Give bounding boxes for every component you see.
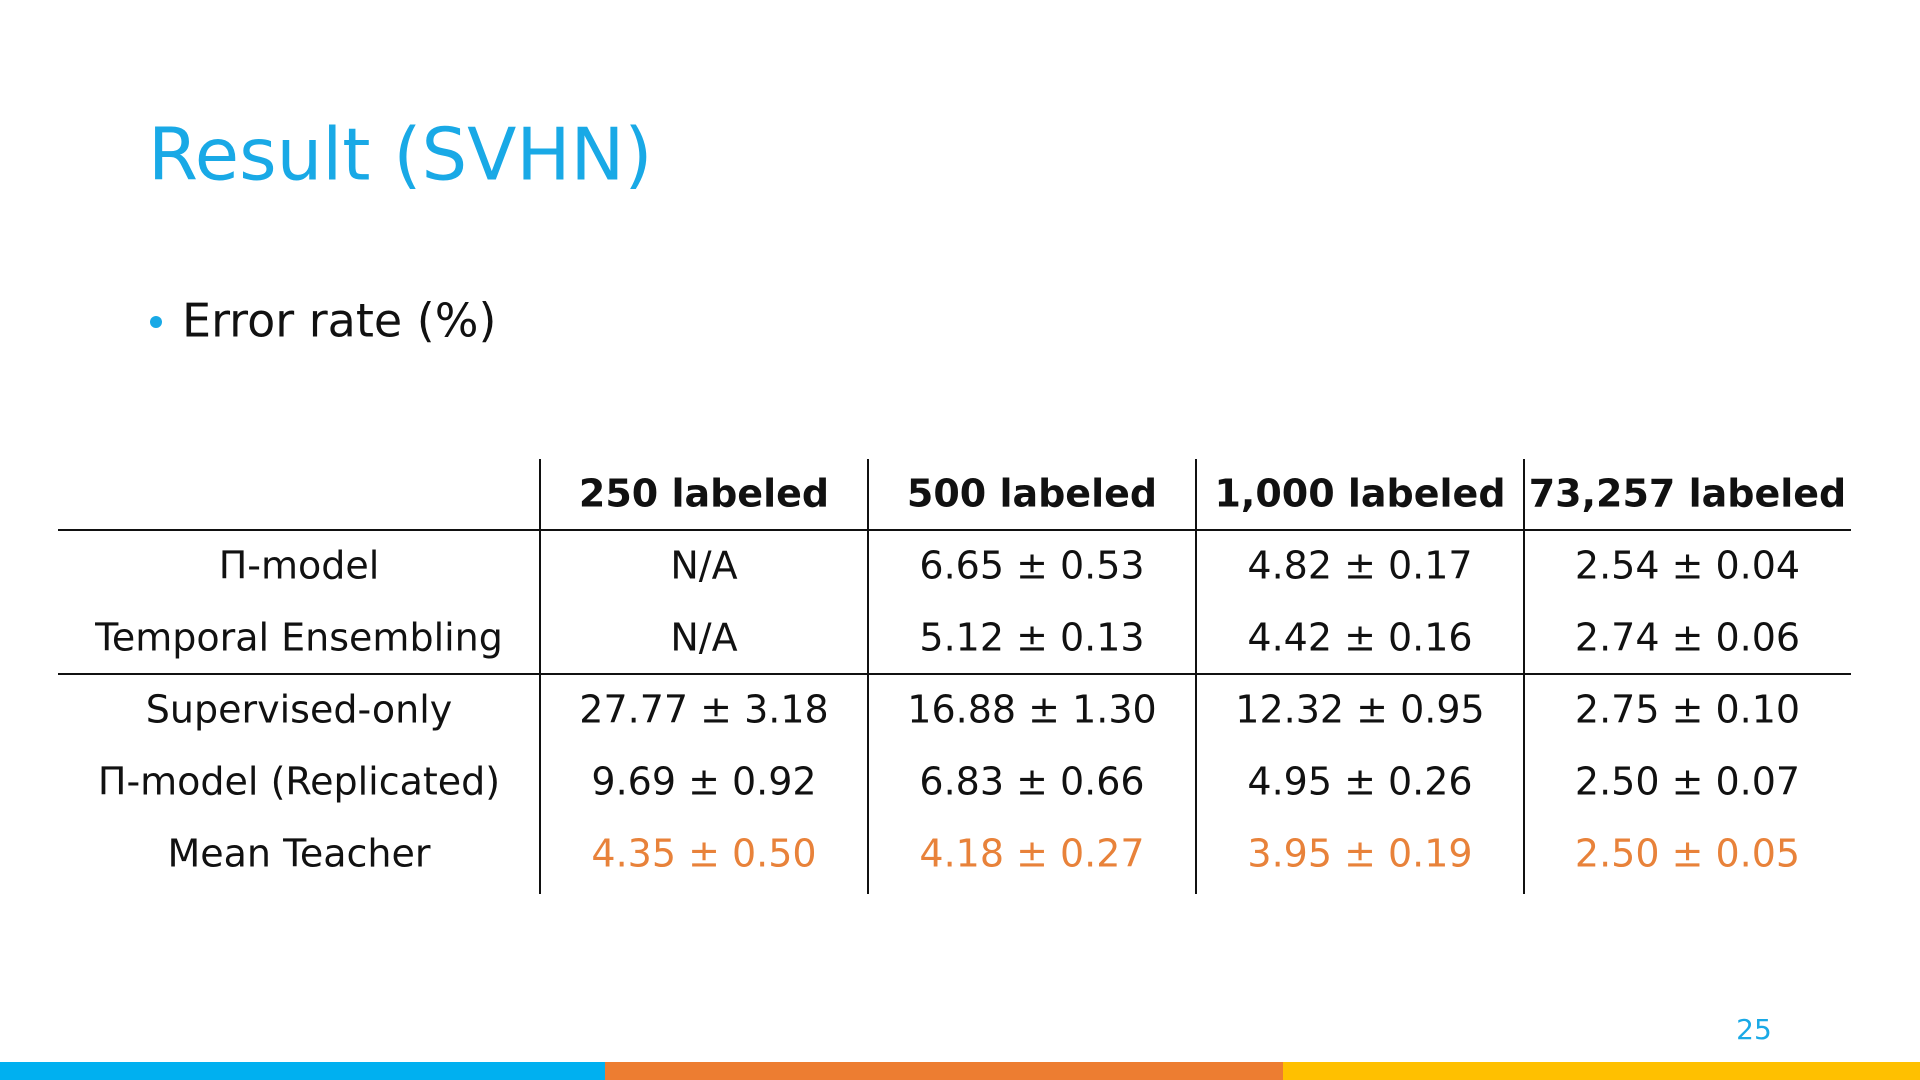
table-cell: 2.75 ± 0.10 (1575, 688, 1800, 732)
table-cell: N/A (670, 616, 737, 660)
slide-title: Result (SVHN) (148, 113, 653, 197)
table-cell: 4.42 ± 0.16 (1247, 616, 1472, 660)
row-label: Π-model (Replicated) (98, 760, 500, 804)
column-header: 250 labeled (579, 472, 829, 516)
table-cell: 4.18 ± 0.27 (919, 832, 1144, 876)
table-cell: N/A (670, 544, 737, 588)
row-label: Temporal Ensembling (94, 616, 503, 660)
table-cell: 27.77 ± 3.18 (579, 688, 828, 732)
column-header: 1,000 labeled (1214, 472, 1505, 516)
table-cell: 6.83 ± 0.66 (919, 760, 1144, 804)
table: 250 labeled 500 labeled 1,000 labeled 73,25… (58, 459, 1851, 894)
table-cell: 2.74 ± 0.06 (1575, 616, 1800, 660)
table-cell: 4.82 ± 0.17 (1247, 544, 1472, 588)
footer-bar (605, 1062, 1283, 1080)
footer-bar (0, 1062, 605, 1080)
table-cell: 2.50 ± 0.05 (1575, 832, 1800, 876)
table-cell: 3.95 ± 0.19 (1247, 832, 1472, 876)
row-label: Mean Teacher (167, 832, 430, 876)
table-cell: 5.12 ± 0.13 (919, 616, 1144, 660)
bullet-text: Error rate (%) (182, 294, 496, 348)
page-number: 25 (1736, 1013, 1772, 1046)
table-cell: 2.50 ± 0.07 (1575, 760, 1800, 804)
footer-bar (1283, 1062, 1920, 1080)
table-cell: 16.88 ± 1.30 (907, 688, 1156, 732)
table-cell: 12.32 ± 0.95 (1235, 688, 1484, 732)
table-cell: 9.69 ± 0.92 (591, 760, 816, 804)
column-header: 500 labeled (907, 472, 1157, 516)
table-cell: 4.35 ± 0.50 (591, 832, 816, 876)
column-header: 73,257 labeled (1529, 472, 1847, 516)
bullet-dot (150, 316, 162, 328)
row-label: Supervised-only (146, 688, 452, 732)
table-cell: 2.54 ± 0.04 (1575, 544, 1800, 588)
row-label: Π-model (219, 544, 380, 588)
table-cell: 4.95 ± 0.26 (1247, 760, 1472, 804)
table-cell: 6.65 ± 0.53 (919, 544, 1144, 588)
